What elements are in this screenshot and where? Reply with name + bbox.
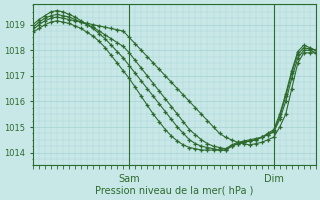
X-axis label: Pression niveau de la mer( hPa ): Pression niveau de la mer( hPa ) — [95, 186, 253, 196]
